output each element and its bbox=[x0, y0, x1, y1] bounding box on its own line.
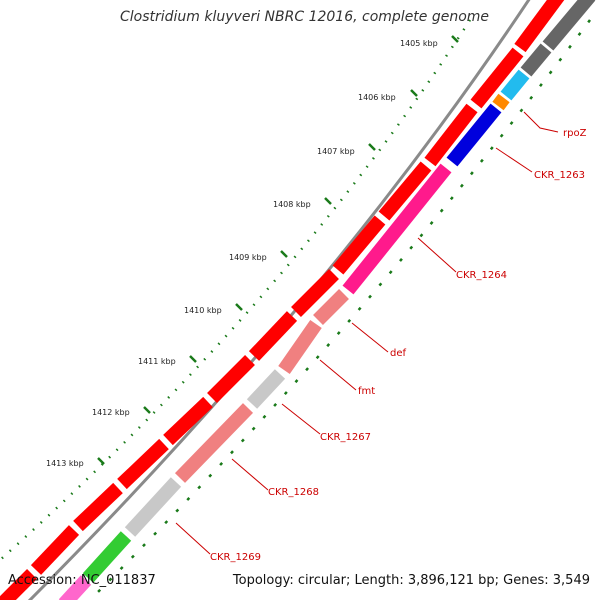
cds-inner-1 bbox=[520, 43, 552, 77]
tick-marks bbox=[97, 35, 459, 465]
cds-outer-8 bbox=[163, 396, 213, 446]
cds-outer-6 bbox=[248, 311, 298, 361]
cds-inner-6 bbox=[313, 289, 349, 325]
cds-outer-1 bbox=[470, 47, 524, 109]
tick-label-1407: 1407 kbp bbox=[317, 147, 355, 156]
gene-label-rpoZ: rpoZ bbox=[563, 128, 587, 139]
cds-inner-5 bbox=[342, 163, 452, 295]
gene-label-CKR_1267: CKR_1267 bbox=[320, 432, 371, 443]
genome-summary-text: Topology: circular; Length: 3,896,121 bp… bbox=[232, 573, 590, 588]
tick-label-1409: 1409 kbp bbox=[229, 253, 267, 262]
cds-outer-7 bbox=[207, 355, 255, 403]
cds-outer-11 bbox=[30, 525, 80, 575]
cds-inner-7 bbox=[278, 320, 322, 374]
tick-label-1413: 1413 kbp bbox=[46, 459, 84, 468]
gene-label-CKR_1268: CKR_1268 bbox=[268, 487, 319, 498]
cds-inner-11 bbox=[82, 531, 132, 583]
cds-inner-9 bbox=[174, 403, 254, 483]
map-title: Clostridium kluyveri NBRC 12016, complet… bbox=[120, 9, 490, 25]
cds-outer-5 bbox=[291, 269, 339, 317]
gene-label-CKR_1263: CKR_1263 bbox=[534, 170, 585, 181]
cds-outer-2 bbox=[424, 103, 478, 167]
accession-text: Accession: NC_011837 bbox=[8, 573, 156, 588]
tick-label-1406: 1406 kbp bbox=[358, 93, 396, 102]
gene-leaders bbox=[175, 111, 559, 555]
cds-inner-8 bbox=[246, 369, 286, 409]
cds-band-inner bbox=[58, 0, 596, 600]
cds-outer-3 bbox=[378, 161, 432, 221]
cds-outer-9 bbox=[117, 438, 169, 490]
tick-label-1410: 1410 kbp bbox=[184, 306, 222, 315]
cds-inner-0 bbox=[542, 0, 596, 51]
tick-label-1405: 1405 kbp bbox=[400, 39, 438, 48]
cds-inner-2 bbox=[500, 69, 530, 101]
tick-label-1412: 1412 kbp bbox=[92, 408, 130, 417]
cds-inner-10 bbox=[124, 477, 182, 537]
cds-outer-0 bbox=[514, 0, 565, 53]
outer-dot-ring bbox=[0, 19, 472, 561]
tick-label-1408: 1408 kbp bbox=[273, 200, 311, 209]
cds-inner-3 bbox=[492, 93, 510, 111]
tick-label-1411: 1411 kbp bbox=[138, 357, 176, 366]
cds-outer-12 bbox=[0, 569, 37, 600]
cds-band-outer bbox=[0, 0, 565, 600]
cds-outer-10 bbox=[73, 482, 123, 532]
gene-label-fmt: fmt bbox=[358, 386, 375, 397]
cds-outer-4 bbox=[332, 215, 386, 275]
cds-inner-12 bbox=[58, 575, 92, 600]
inner-tick-ring bbox=[89, 19, 592, 600]
gene-label-CKR_1269: CKR_1269 bbox=[210, 552, 261, 563]
gene-label-def: def bbox=[390, 348, 407, 359]
gene-label-CKR_1264: CKR_1264 bbox=[456, 270, 507, 281]
cds-inner-4 bbox=[446, 103, 502, 167]
